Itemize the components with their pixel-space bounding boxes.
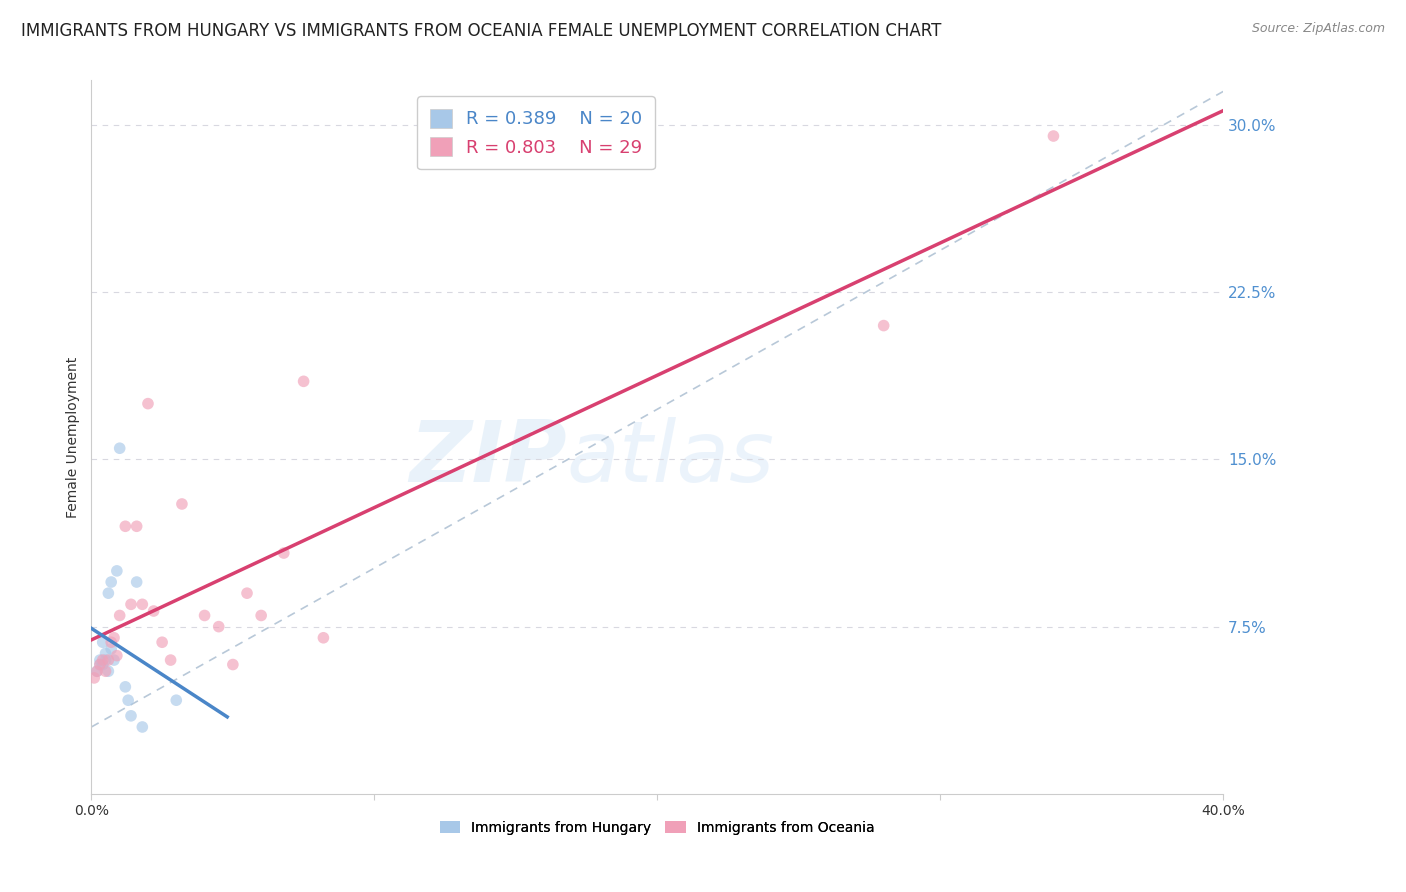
Point [86, 664, 108, 679]
Point [103, 631, 125, 645]
Point [89, 653, 111, 667]
Point [100, 635, 122, 649]
Point [97, 664, 120, 679]
Point [292, 375, 315, 389]
Point [125, 519, 148, 533]
Point [100, 575, 122, 590]
Point [165, 693, 187, 707]
Point [273, 546, 295, 560]
Point [125, 575, 148, 590]
Point [108, 608, 131, 623]
Point [83, 671, 105, 685]
Point [142, 604, 165, 618]
Point [236, 586, 259, 600]
Point [94, 653, 117, 667]
Point [872, 318, 894, 333]
Text: ZIP: ZIP [409, 417, 567, 500]
Point [208, 619, 231, 633]
Point [170, 497, 193, 511]
Point [91, 635, 114, 649]
Point [312, 631, 335, 645]
Point [89, 657, 111, 672]
Point [222, 657, 245, 672]
Point [120, 598, 142, 612]
Point [94, 664, 117, 679]
Point [108, 442, 131, 455]
Point [86, 664, 108, 679]
Point [120, 708, 142, 723]
Point [131, 598, 153, 612]
Point [89, 657, 111, 672]
Point [91, 657, 114, 672]
Legend: Immigrants from Hungary, Immigrants from Oceania: Immigrants from Hungary, Immigrants from… [434, 815, 880, 840]
Point [1042, 129, 1064, 144]
Point [91, 653, 114, 667]
Point [114, 519, 136, 533]
Point [105, 564, 128, 578]
Point [131, 720, 153, 734]
Point [136, 396, 159, 410]
Point [159, 653, 181, 667]
Point [117, 693, 139, 707]
Point [94, 646, 117, 660]
Point [150, 635, 173, 649]
Text: Source: ZipAtlas.com: Source: ZipAtlas.com [1251, 22, 1385, 36]
Text: IMMIGRANTS FROM HUNGARY VS IMMIGRANTS FROM OCEANIA FEMALE UNEMPLOYMENT CORRELATI: IMMIGRANTS FROM HUNGARY VS IMMIGRANTS FR… [21, 22, 942, 40]
Point [97, 586, 120, 600]
Point [105, 648, 128, 663]
Text: atlas: atlas [567, 417, 775, 500]
Point [250, 608, 273, 623]
Point [103, 653, 125, 667]
Point [100, 642, 122, 657]
Point [114, 680, 136, 694]
Point [193, 608, 217, 623]
Point [97, 653, 120, 667]
Y-axis label: Female Unemployment: Female Unemployment [66, 357, 80, 517]
